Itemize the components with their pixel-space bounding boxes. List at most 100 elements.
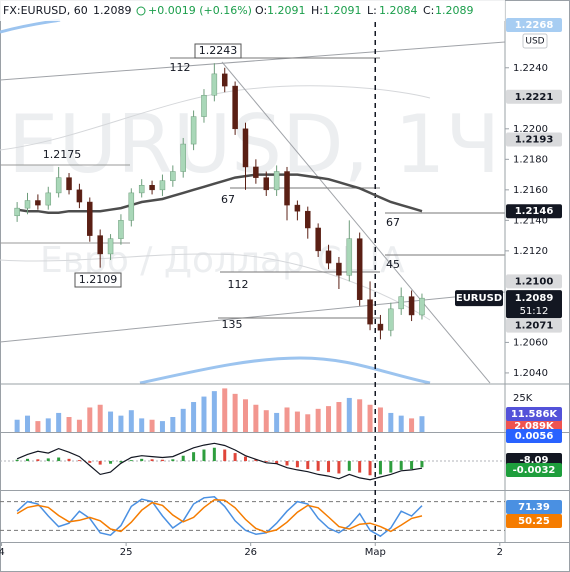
histogram-bar xyxy=(26,458,30,462)
annotation: 1.2109 xyxy=(79,273,118,286)
histogram-bar xyxy=(46,458,50,462)
y-tick-label: 1.2120 xyxy=(513,246,548,257)
x-tick-label: 2 xyxy=(497,547,503,558)
volume-bar xyxy=(201,396,207,432)
candle-body xyxy=(190,116,197,145)
envelope xyxy=(0,253,431,321)
volume-bar xyxy=(367,404,373,432)
ohlc-value: 1.2091 xyxy=(323,4,362,17)
y-tick-label: 1.2160 xyxy=(513,185,548,196)
volume-bar xyxy=(294,411,300,432)
x-tick-label: 4 xyxy=(0,547,5,558)
candle-body xyxy=(159,180,166,191)
histogram-bar xyxy=(264,461,268,462)
annotation: 67 xyxy=(221,193,235,206)
annotation: 45 xyxy=(386,258,400,271)
candle-body xyxy=(55,177,62,194)
candle-body xyxy=(242,128,249,168)
volume-bar xyxy=(108,411,114,432)
histogram-bar xyxy=(410,461,414,470)
candle-body xyxy=(367,299,373,325)
currency: USD xyxy=(525,37,544,47)
price-tag xyxy=(506,18,562,33)
histogram-bar xyxy=(389,461,393,473)
candle-body xyxy=(66,177,72,191)
volume-bar xyxy=(242,399,248,432)
histogram-bar xyxy=(57,457,61,462)
volume-bar xyxy=(284,407,290,432)
volume-bar xyxy=(149,419,155,432)
candle-body xyxy=(398,296,404,310)
candle-body xyxy=(87,201,93,236)
volume-bar xyxy=(388,412,394,432)
candle-body xyxy=(273,171,280,191)
volume-bar xyxy=(305,414,311,432)
candle-body xyxy=(24,200,31,209)
candle-body xyxy=(138,185,145,194)
price-tag-label: -0.0032 xyxy=(513,465,556,476)
volume-bar xyxy=(232,393,238,432)
annotation-box xyxy=(194,43,242,59)
histogram-bar xyxy=(243,456,247,462)
volume-bar xyxy=(315,408,321,432)
volume-bar xyxy=(409,418,415,432)
candle-body xyxy=(408,296,415,316)
candle-body xyxy=(118,220,124,239)
annotation: 112 xyxy=(170,61,191,74)
ohlc-label: C: xyxy=(423,4,434,17)
volume-bar xyxy=(87,407,93,432)
price-tag-label: 1.2268 xyxy=(515,20,554,31)
ohlc-value: 1.2084 xyxy=(379,4,418,17)
price-tag xyxy=(506,290,562,319)
volume-bar xyxy=(25,415,31,432)
histogram-bar xyxy=(160,459,164,462)
ohlc-value: 1.2089 xyxy=(435,4,474,17)
histogram-bar xyxy=(285,461,289,466)
trend-line xyxy=(221,61,491,384)
change-icon xyxy=(136,6,146,16)
candle-body xyxy=(14,207,20,217)
moving-average xyxy=(16,173,423,214)
histogram-bar xyxy=(140,458,144,462)
candle-body xyxy=(170,171,176,181)
candle-body xyxy=(377,323,384,331)
histogram-bar xyxy=(119,461,123,463)
volume-bar xyxy=(170,417,176,432)
histogram-bar xyxy=(327,461,331,473)
indicator-line xyxy=(16,442,423,481)
candle-body xyxy=(45,192,52,206)
candle-body xyxy=(346,238,353,276)
price-tag-label: 1.2193 xyxy=(515,134,554,145)
symbol-tag-label: EURUSD xyxy=(456,293,502,304)
histogram-bar xyxy=(368,461,372,476)
change: +0.0019 (+0.16%) xyxy=(148,4,252,17)
currency-box[interactable] xyxy=(522,33,548,49)
price-tag-label: 71.39 xyxy=(518,502,550,513)
ohlc-value: 1.2091 xyxy=(267,4,306,17)
histogram-bar xyxy=(192,452,196,462)
price-tag-label: 1.2221 xyxy=(515,92,554,103)
volume-bar xyxy=(419,416,425,432)
histogram-bar xyxy=(399,461,403,470)
candle-body xyxy=(253,166,259,178)
volume-bar xyxy=(191,402,197,432)
candle-body xyxy=(419,297,425,316)
volume-bar xyxy=(377,407,383,432)
histogram-bar xyxy=(98,461,102,465)
price-tag-label: 1.2146 xyxy=(515,206,554,217)
histogram-bar xyxy=(150,459,154,462)
trend-line xyxy=(0,41,506,81)
candle-body xyxy=(107,238,114,255)
histogram-bar xyxy=(275,461,279,464)
oscillator-line xyxy=(16,498,423,534)
volume-bar xyxy=(66,417,72,432)
histogram-bar xyxy=(88,461,92,463)
y-tick-label: 1.2200 xyxy=(513,124,548,135)
candle-body xyxy=(201,94,207,117)
band-lower xyxy=(139,356,431,385)
volume-bar xyxy=(118,415,124,432)
price-tag-label: 11.586K xyxy=(511,409,559,420)
volume-bar xyxy=(76,419,82,432)
histogram-bar xyxy=(233,453,237,462)
